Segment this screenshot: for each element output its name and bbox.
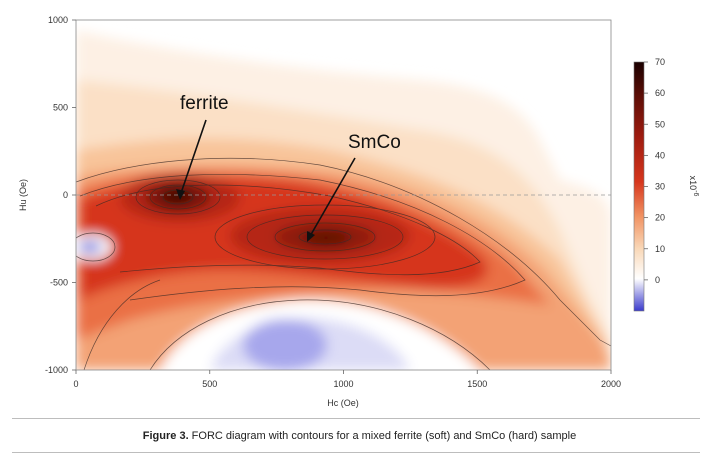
x-axis-label: Hc (Oe) (327, 398, 359, 408)
colorbar-tick-label: 30 (655, 182, 665, 192)
colorbar-gradient (633, 61, 645, 312)
annotation-smco: SmCo (348, 132, 401, 153)
annotation-ferrite-arrow (179, 119, 207, 197)
y-tick-label: 0 (63, 190, 68, 200)
colorbar-tick-label: 0 (655, 275, 660, 285)
colorbar-tick-label: 40 (655, 150, 665, 160)
arrow-head-icon (307, 231, 315, 242)
colorbar-ticks: 0 10 20 30 40 50 60 70 (644, 57, 665, 285)
x-tick-label: 1000 (333, 379, 353, 389)
y-tick-label: 500 (53, 103, 68, 113)
x-axis-ticks: 0 500 1000 1500 2000 (73, 370, 621, 389)
caption-text: FORC diagram with contours for a mixed f… (188, 430, 577, 442)
caption-figure-number: Figure 3. (142, 430, 189, 442)
y-tick-label: 1000 (48, 15, 68, 25)
colorbar-tick-label: 20 (655, 213, 665, 223)
y-axis-ticks: -1000 -500 0 500 1000 (45, 15, 76, 375)
x-tick-label: 1500 (467, 379, 487, 389)
annotations: ferrite SmCo (176, 93, 401, 242)
annotation-smco-arrow (308, 157, 356, 239)
caption-rule-top (12, 418, 700, 419)
colorbar-tick-label: 50 (655, 119, 665, 129)
y-axis-label: Hu (Oe) (18, 179, 28, 211)
arrow-head-icon (176, 189, 185, 200)
colorbar-tick-label: 70 (655, 57, 665, 67)
colorbar: 0 10 20 30 40 50 60 70 x10-6 (633, 57, 699, 312)
colorbar-label: x10-6 (688, 176, 699, 197)
colorbar-tick-label: 60 (655, 88, 665, 98)
x-tick-label: 500 (202, 379, 217, 389)
x-tick-label: 0 (73, 379, 78, 389)
y-tick-label: -500 (50, 278, 68, 288)
colorbar-tick-label: 10 (655, 244, 665, 254)
caption-rule-bottom (12, 452, 700, 453)
x-tick-label: 2000 (601, 379, 621, 389)
y-tick-label: -1000 (45, 365, 68, 375)
annotation-ferrite: ferrite (180, 93, 229, 114)
forc-density-field (76, 30, 611, 370)
figure-caption: Figure 3. FORC diagram with contours for… (0, 430, 719, 442)
